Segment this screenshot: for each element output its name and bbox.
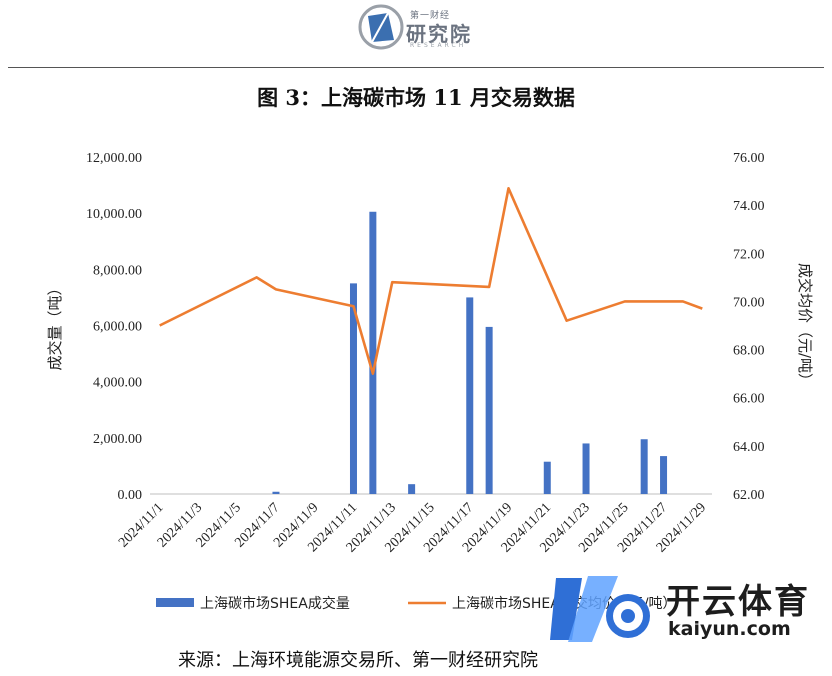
y2-axis-title: 成交均价（元/吨）: [796, 263, 814, 388]
volume-bar: [349, 283, 357, 494]
volume-bar: [660, 456, 668, 494]
logo-sub-text: RESEARCH: [410, 42, 467, 49]
y2-tick-label: 64.00: [733, 440, 765, 455]
y-axis-ticks: 0.00 2,000.00 4,000.00 6,000.00 8,000.00 10,0…: [86, 151, 142, 503]
logo-mark-icon: [358, 4, 404, 50]
volume-bar: [466, 297, 474, 494]
volume-bar: [369, 211, 377, 494]
logo-top-text: 第一财经: [410, 11, 451, 21]
bar-series: [272, 211, 668, 494]
x-axis-ticks: 2024/11/12024/11/32024/11/52024/11/72024…: [116, 500, 709, 555]
price-line: [159, 186, 703, 375]
legend-swatch-volume: [156, 598, 194, 607]
logo-main-text: 研究院: [406, 22, 472, 46]
y2-tick-label: 68.00: [733, 344, 765, 359]
chart-title: 图 3：上海碳市场 11 月交易数据: [257, 85, 575, 110]
volume-bar: [582, 443, 590, 494]
y2-axis-ticks: 62.00 64.00 66.00 68.00 70.00 72.00 74.00 76.00: [733, 151, 765, 503]
y-tick-label: 6,000.00: [93, 320, 142, 335]
y2-tick-label: 70.00: [733, 295, 765, 310]
volume-bar: [485, 326, 493, 494]
header-divider: [8, 67, 824, 68]
volume-bar: [543, 461, 551, 494]
y2-tick-label: 72.00: [733, 247, 765, 262]
y2-tick-label: 76.00: [733, 151, 765, 166]
volume-bar: [640, 439, 648, 494]
y-axis-title: 成交量（吨）: [46, 280, 64, 370]
watermark-text: 开云体育: [666, 582, 810, 622]
volume-bar: [272, 491, 280, 494]
y-tick-label: 12,000.00: [86, 151, 142, 166]
watermark: 开云体育 kaiyun.com: [548, 570, 832, 650]
y2-tick-label: 62.00: [733, 488, 765, 503]
y-tick-label: 0.00: [118, 488, 143, 503]
y2-tick-label: 66.00: [733, 392, 765, 407]
watermark-logo-icon: [550, 576, 650, 642]
y-tick-label: 10,000.00: [86, 207, 142, 222]
logo: 第一财经 研究院 RESEARCH: [358, 4, 478, 52]
legend-label-volume: 上海碳市场SHEA成交量: [200, 595, 350, 612]
volume-bar: [408, 484, 416, 494]
y-tick-label: 4,000.00: [93, 376, 142, 391]
y-tick-label: 2,000.00: [93, 432, 142, 447]
source-note: 来源：上海环境能源交易所、第一财经研究院: [178, 650, 538, 671]
y2-tick-label: 74.00: [733, 199, 765, 214]
y-tick-label: 8,000.00: [93, 263, 142, 278]
watermark-url: kaiyun.com: [668, 618, 791, 640]
